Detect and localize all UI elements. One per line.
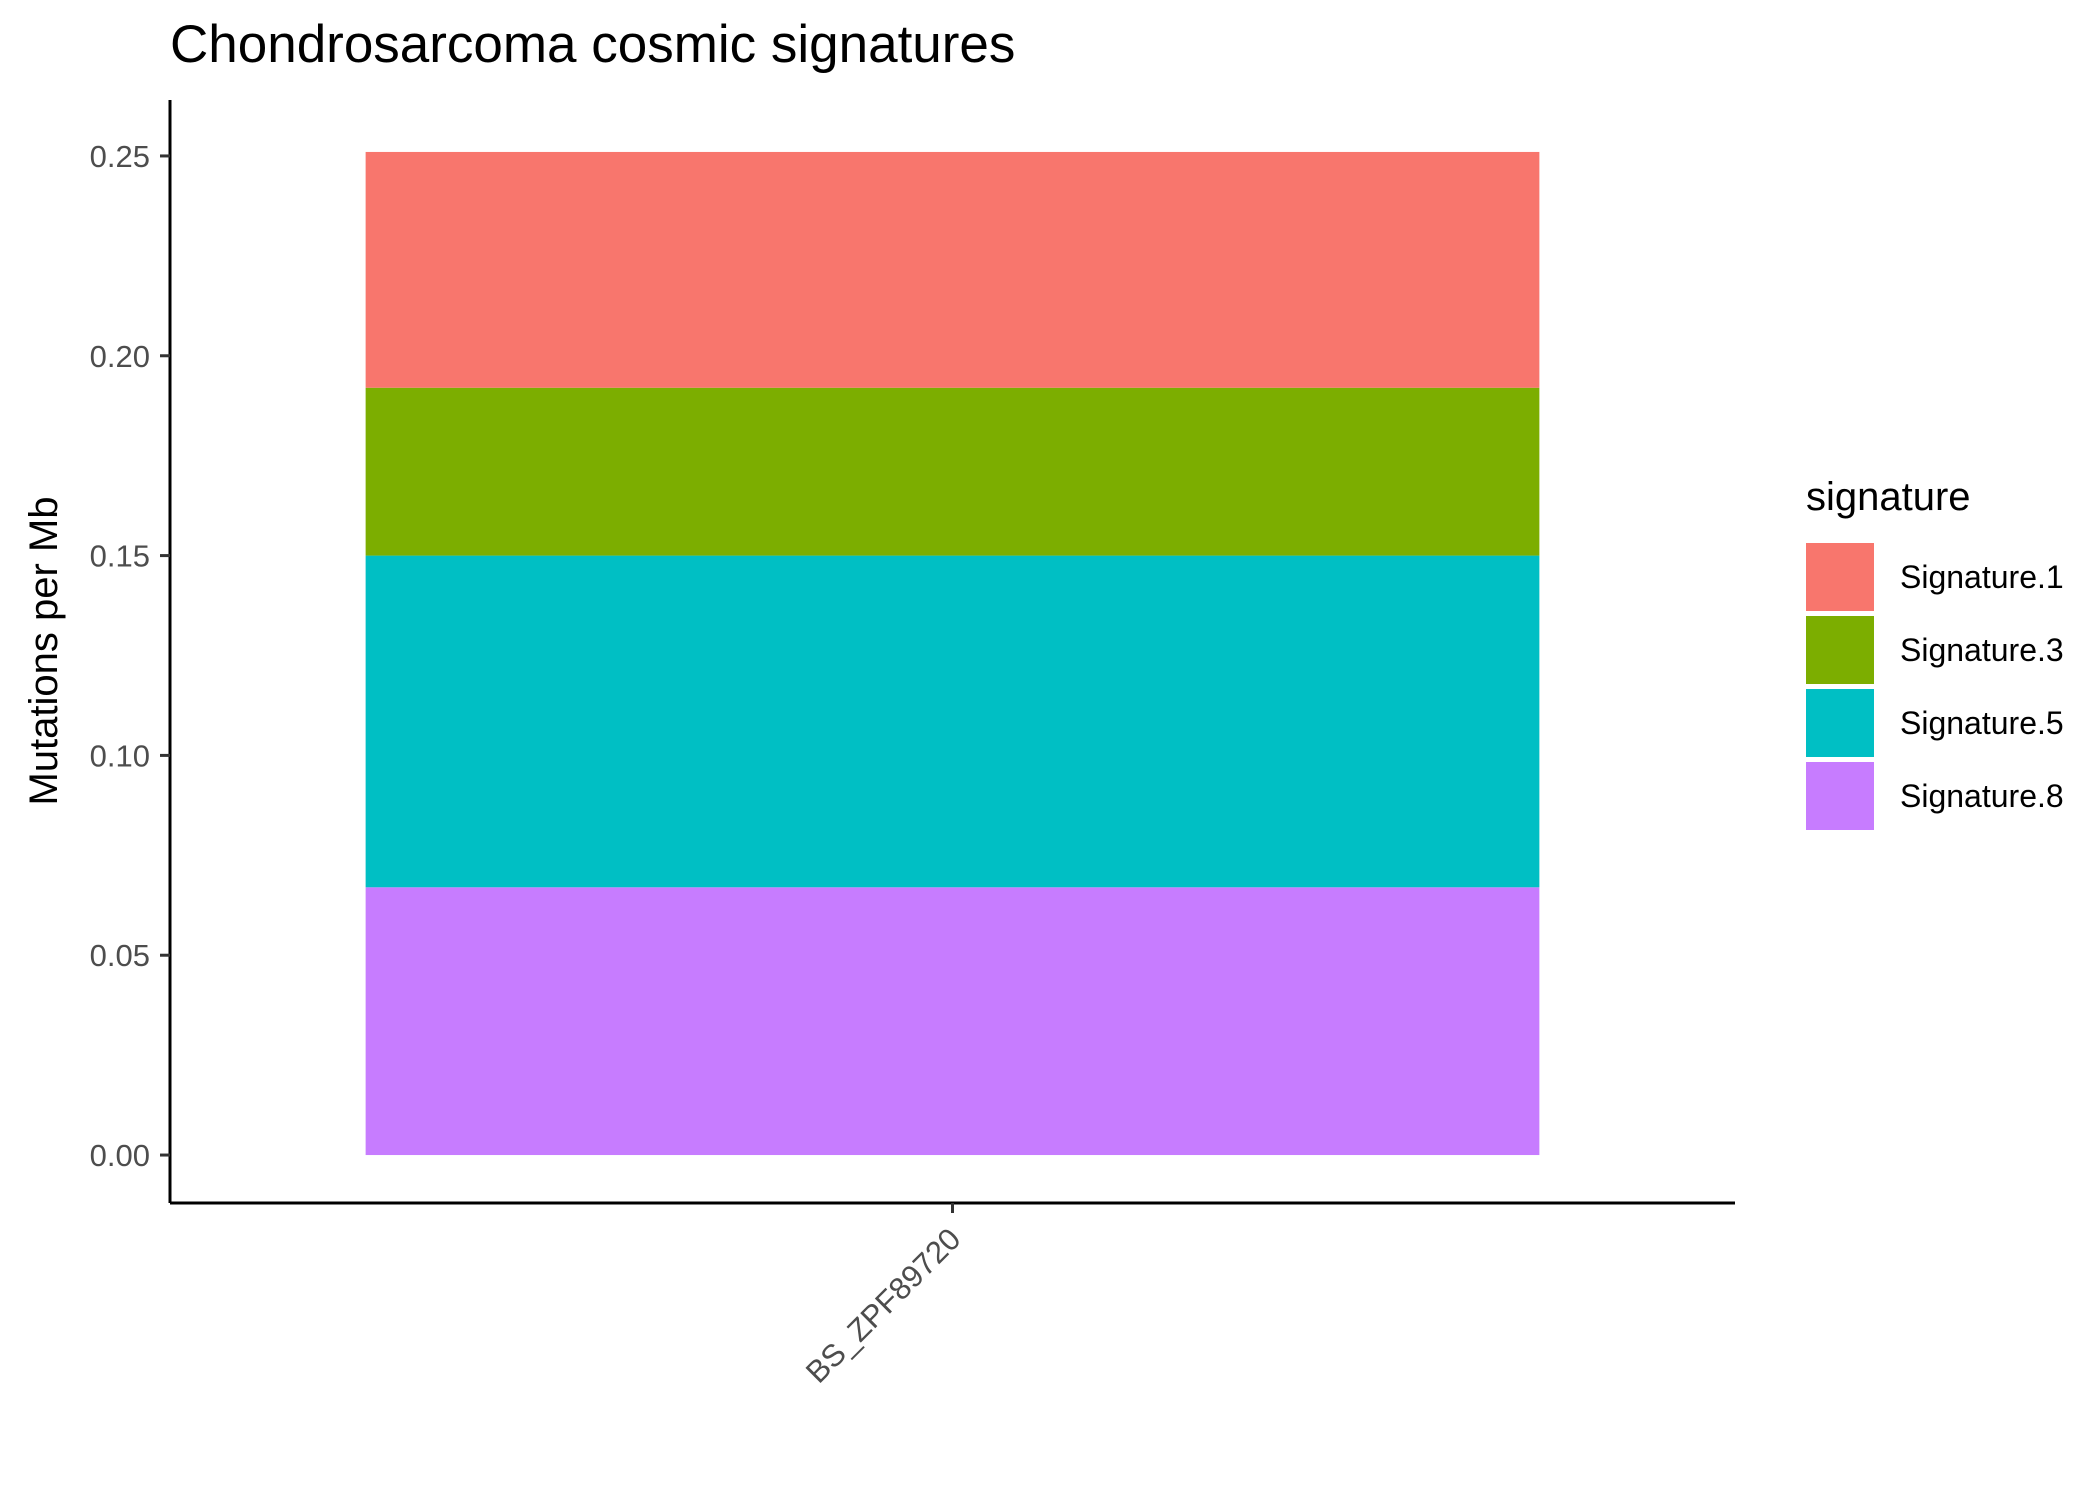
legend-key [1806, 543, 1874, 611]
y-tick-label: 0.15 [90, 539, 150, 574]
legend-key [1806, 762, 1874, 830]
bar-segment-signature-3 [365, 387, 1540, 556]
bar-segment-signature-5 [365, 555, 1540, 888]
y-tick-label: 0.05 [90, 938, 150, 973]
legend-label: Signature.1 [1900, 559, 2064, 595]
legend-label: Signature.8 [1900, 778, 2064, 814]
legend-key [1806, 616, 1874, 684]
plot-area: 0.00 0.05 0.10 0.15 0.20 0.25 BS_ZPF89720 [90, 100, 1735, 1390]
x-tick-label: BS_ZPF89720 [799, 1221, 968, 1390]
legend-label: Signature.5 [1900, 705, 2064, 741]
y-tick-label: 0.10 [90, 738, 150, 773]
bar-segment-signature-8 [365, 887, 1540, 1156]
y-tick-label: 0.25 [90, 139, 150, 174]
y-tick-label: 0.20 [90, 339, 150, 374]
legend-key [1806, 689, 1874, 757]
y-axis-ticks: 0.00 0.05 0.10 0.15 0.20 0.25 [90, 139, 170, 1173]
chart-title: Chondrosarcoma cosmic signatures [170, 15, 1015, 74]
x-axis-ticks: BS_ZPF89720 [799, 1203, 968, 1390]
legend: signature Signature.1Signature.3Signatur… [1806, 475, 2064, 830]
legend-label: Signature.3 [1900, 632, 2064, 668]
bar-stack [365, 151, 1540, 1156]
bar-segment-signature-1 [365, 151, 1540, 388]
y-axis-title: Mutations per Mb [22, 496, 66, 805]
legend-title: signature [1806, 475, 1971, 519]
legend-items: Signature.1 Signature.3 Signature.5 Signatu… [1806, 543, 2064, 830]
y-tick-label: 0.00 [90, 1138, 150, 1173]
